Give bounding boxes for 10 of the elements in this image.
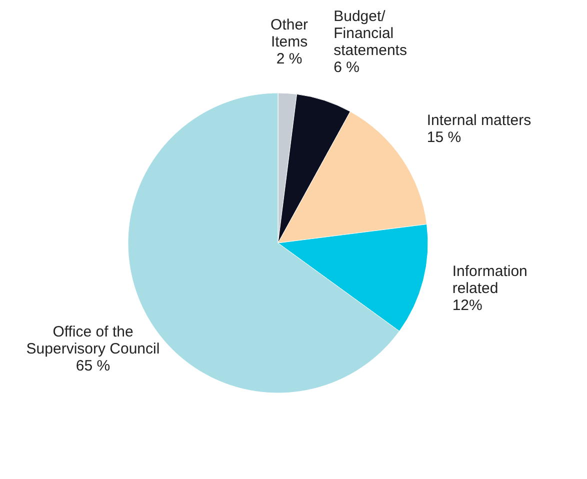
data-label: 12% xyxy=(452,296,482,314)
data-label: 2 % xyxy=(276,50,302,68)
slice-label: Other Items xyxy=(270,16,308,50)
slice-label: Information related xyxy=(452,262,528,297)
data-label: 15 % xyxy=(426,128,462,146)
data-label: 6 % xyxy=(334,58,360,76)
slice-label: Office of the Supervisory Council xyxy=(26,324,160,358)
slice-label: Internal matters xyxy=(426,112,532,129)
data-label: 65 % xyxy=(76,358,110,375)
slice-label: Budget/ Financial statements xyxy=(334,8,407,59)
